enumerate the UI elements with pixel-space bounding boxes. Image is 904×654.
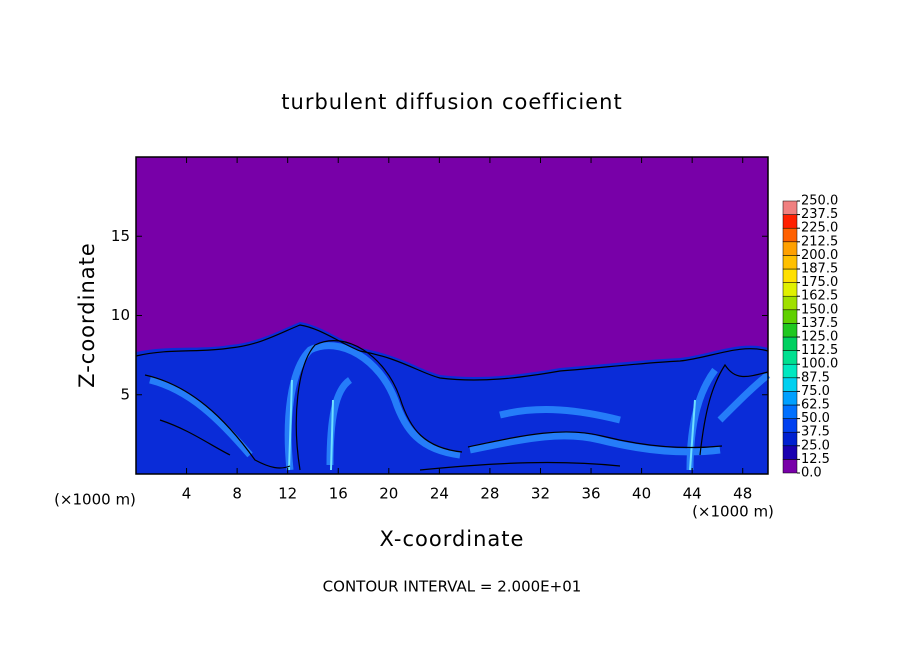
colorbar-label: 250.0 bbox=[801, 194, 838, 209]
x-tick-label: 28 bbox=[480, 485, 499, 503]
colorbar-label: 200.0 bbox=[801, 248, 838, 263]
swirl-cores bbox=[288, 379, 696, 471]
colorbar-label: 50.0 bbox=[801, 411, 830, 426]
colorbar-band bbox=[782, 214, 798, 229]
x-axis-label: X-coordinate bbox=[380, 527, 525, 551]
x-unit-right: (×1000 m) bbox=[692, 503, 774, 521]
y-tick-label: 5 bbox=[120, 385, 130, 403]
x-tick-label: 4 bbox=[182, 485, 192, 503]
colorbar-band bbox=[782, 377, 798, 392]
x-tick-label: 24 bbox=[430, 485, 449, 503]
colorbar-label: 225.0 bbox=[801, 221, 838, 236]
colorbar-band bbox=[782, 268, 798, 283]
colorbar-band bbox=[782, 323, 798, 338]
y-tick-label: 15 bbox=[111, 227, 130, 245]
colorbar-band bbox=[782, 227, 798, 243]
colorbar-label: 25.0 bbox=[801, 438, 830, 453]
x-tick-label: 8 bbox=[232, 485, 242, 503]
colorbar-band bbox=[782, 241, 798, 256]
x-tick-label: 20 bbox=[379, 485, 398, 503]
x-tick-label: 40 bbox=[632, 485, 651, 503]
colorbar-label: 212.5 bbox=[801, 234, 838, 249]
colorbar-label: 12.5 bbox=[801, 452, 830, 467]
colorbar-band bbox=[782, 431, 798, 447]
colorbar-band bbox=[782, 336, 798, 351]
colorbar-label: 100.0 bbox=[801, 357, 838, 372]
colorbar-band bbox=[782, 404, 798, 419]
colorbar-band bbox=[782, 459, 798, 474]
y-tick-label: 10 bbox=[111, 306, 130, 324]
colorbar-band bbox=[782, 391, 798, 406]
colorbar-band bbox=[782, 255, 798, 270]
colorbar-label: 150.0 bbox=[801, 302, 838, 317]
colorbar-label: 0.0 bbox=[801, 466, 822, 481]
colorbar-label: 37.5 bbox=[801, 425, 830, 440]
colorbar-label: 87.5 bbox=[801, 370, 830, 385]
colorbar-label: 175.0 bbox=[801, 275, 838, 290]
colorbar-band bbox=[782, 363, 798, 379]
colorbar-label: 187.5 bbox=[801, 262, 838, 277]
turbulent-region bbox=[136, 322, 768, 474]
colorbar-band bbox=[782, 309, 798, 324]
colorbar-band bbox=[782, 295, 798, 311]
x-tick-label: 44 bbox=[683, 485, 702, 503]
annotation: CONTOUR INTERVAL = 2.000E+01 bbox=[323, 578, 582, 596]
colorbar-label: 125.0 bbox=[801, 330, 838, 345]
field bbox=[135, 157, 771, 474]
contour-lines bbox=[135, 324, 769, 471]
x-tick-label: 12 bbox=[278, 485, 297, 503]
colorbar-label: 62.5 bbox=[801, 398, 830, 413]
colorbar-band bbox=[782, 350, 798, 365]
x-tick-label: 36 bbox=[581, 485, 600, 503]
colorbar-label: 162.5 bbox=[801, 289, 838, 304]
x-tick-label: 32 bbox=[531, 485, 550, 503]
y-axis-label: Z-coordinate bbox=[75, 242, 99, 388]
colorbar-label: 75.0 bbox=[801, 384, 830, 399]
colorbar-label: 237.5 bbox=[801, 207, 838, 222]
colorbar-band bbox=[782, 445, 798, 460]
colorbar-label: 112.5 bbox=[801, 343, 838, 358]
colorbar-band bbox=[782, 282, 798, 297]
chart-title: turbulent diffusion coefficient bbox=[281, 90, 622, 114]
x-tick-label: 16 bbox=[329, 485, 348, 503]
x-unit-left: (×1000 m) bbox=[54, 491, 136, 509]
x-tick-label: 48 bbox=[733, 485, 752, 503]
colorbar-band bbox=[782, 418, 798, 433]
colorbar-label: 137.5 bbox=[801, 316, 838, 331]
colorbar-band bbox=[782, 200, 798, 215]
